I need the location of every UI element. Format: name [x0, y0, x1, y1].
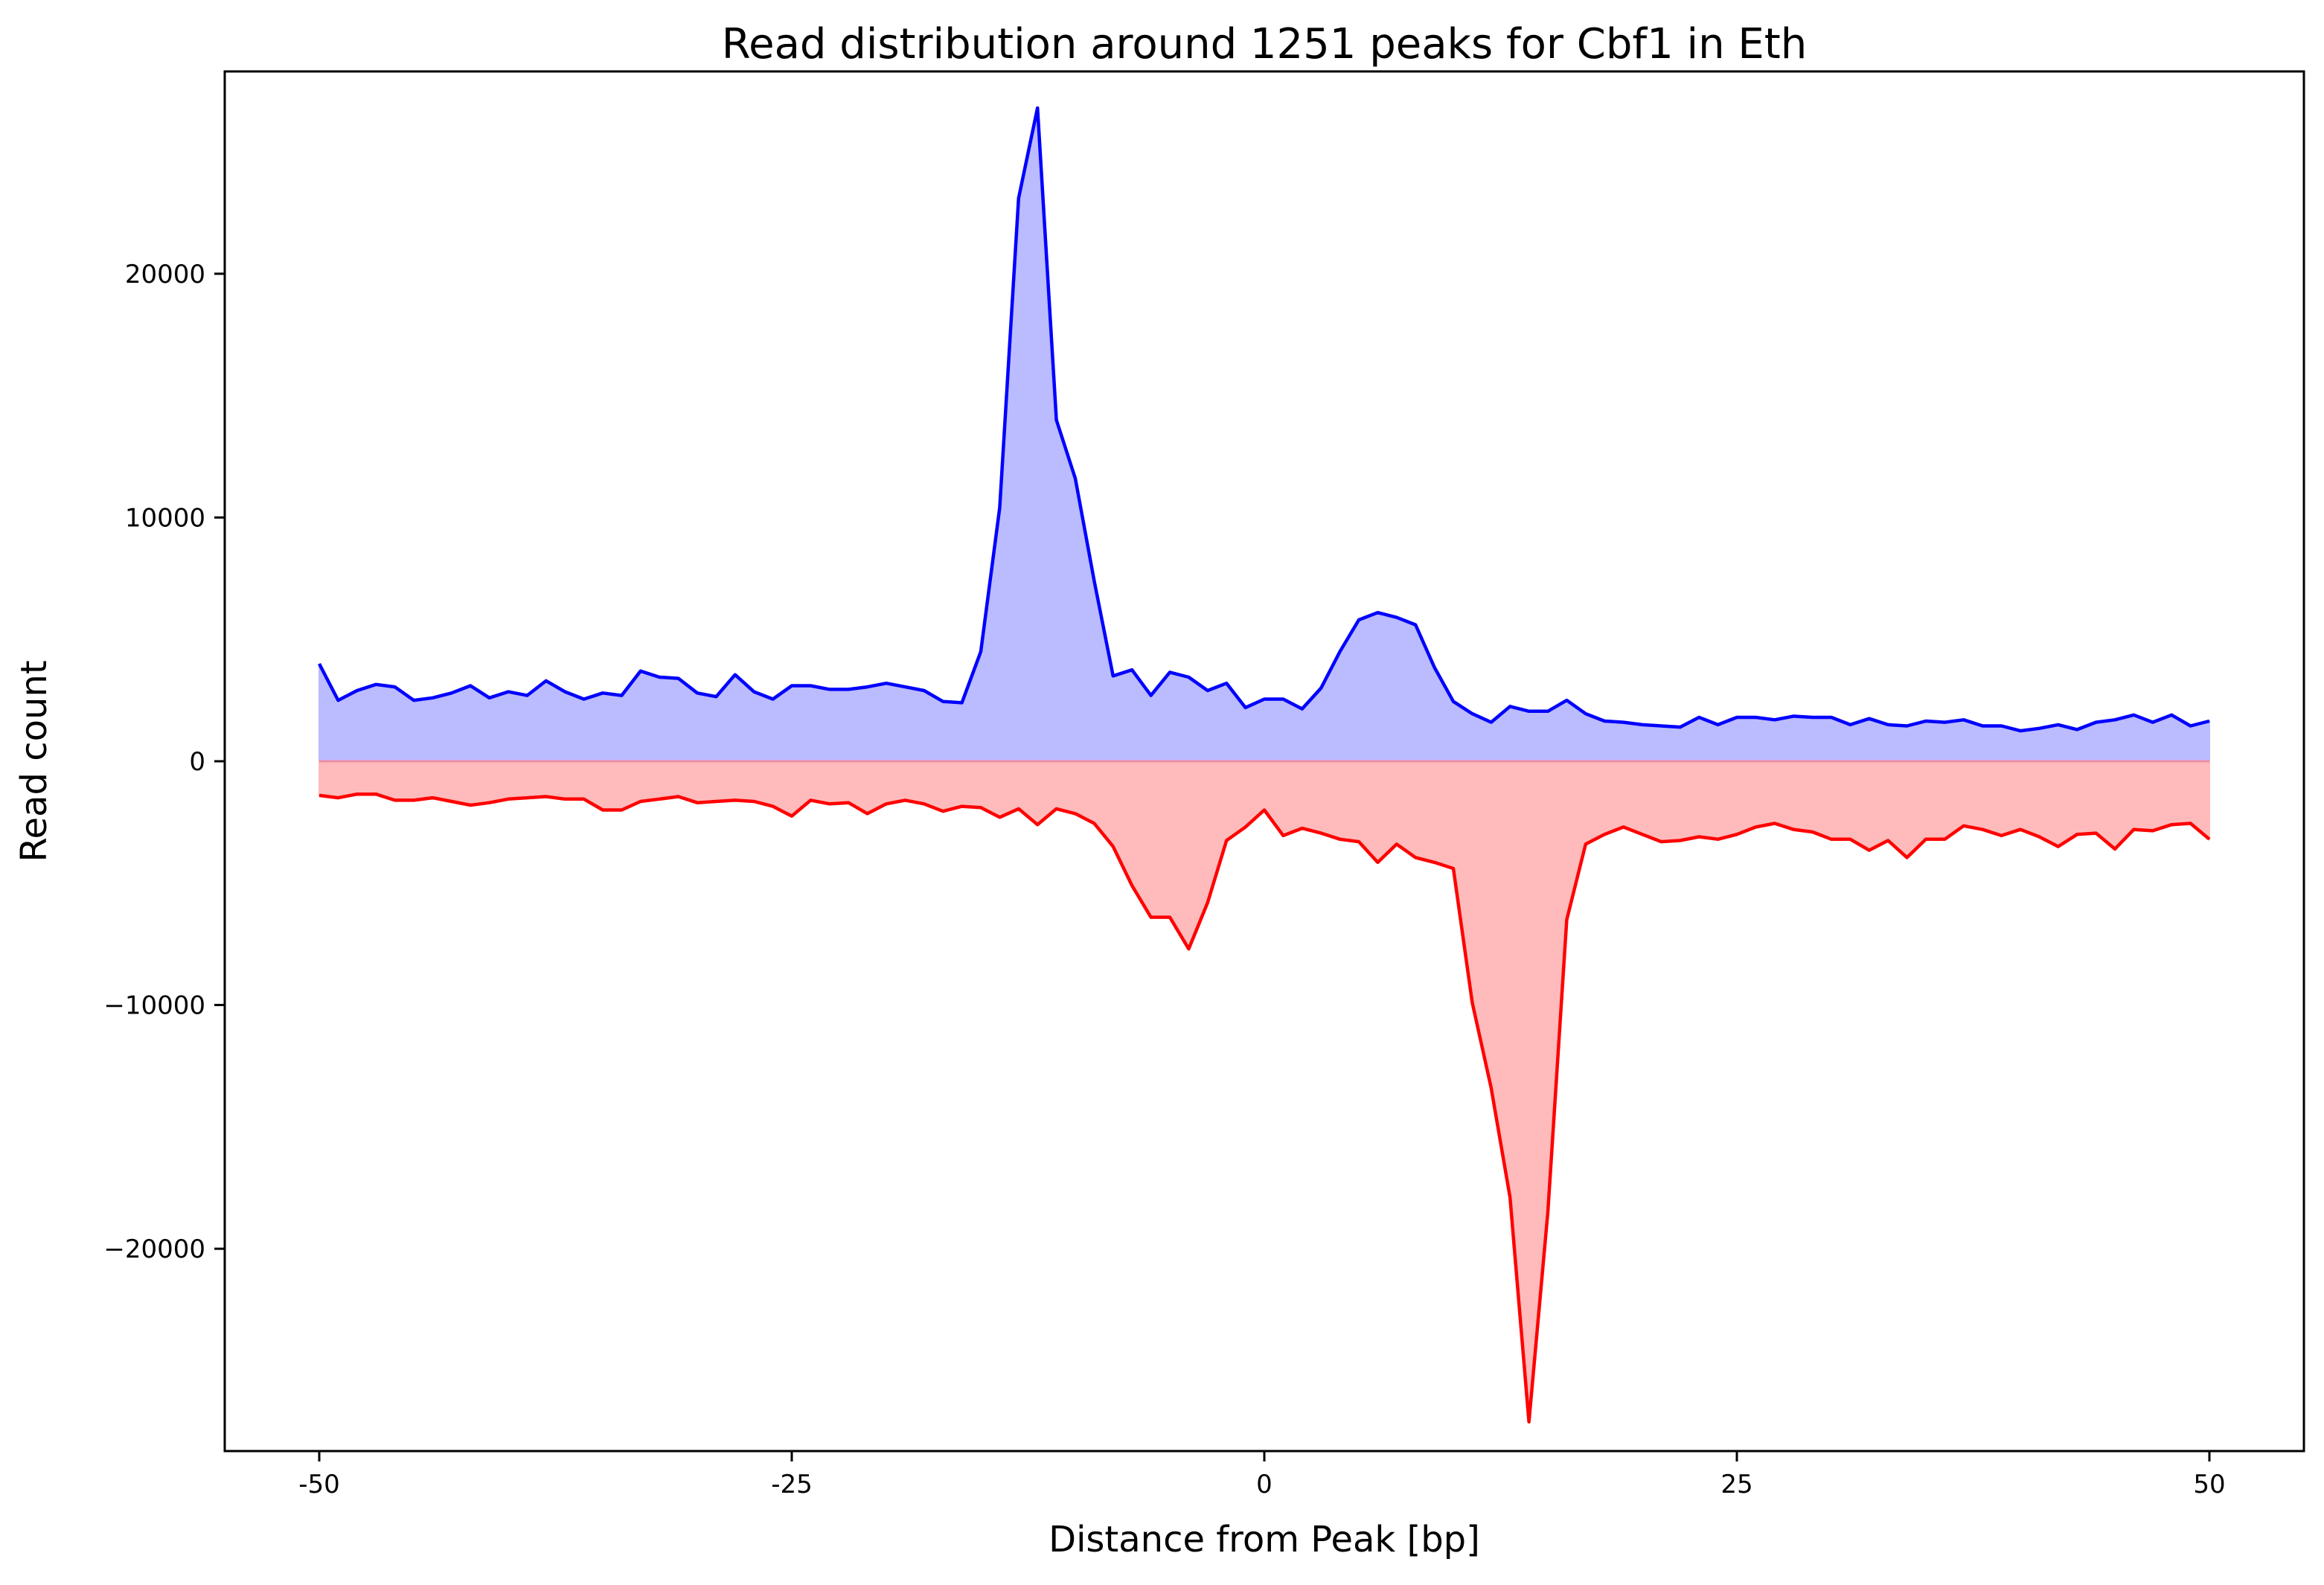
y-axis: 20000 10000 0 −10000 −20000 [103, 260, 225, 1264]
x-tick-label: 0 [1256, 1470, 1273, 1499]
y-tick-label: −20000 [103, 1235, 205, 1264]
chart-title: Read distribution around 1251 peaks for … [722, 20, 1807, 68]
y-tick-label: 0 [189, 747, 205, 777]
x-tick-label: 25 [1720, 1470, 1752, 1499]
x-axis: -50 -25 0 25 50 [298, 1451, 2226, 1499]
x-tick-label: 50 [2193, 1470, 2225, 1499]
series-2-line [318, 792, 2211, 1424]
x-axis-label: Distance from Peak [bp] [1049, 1519, 1480, 1560]
x-tick-label: -50 [298, 1470, 340, 1499]
y-tick-label: 20000 [125, 260, 205, 289]
y-tick-label: −10000 [103, 991, 205, 1021]
plot-area [318, 106, 2211, 1424]
y-axis-label: Read count [13, 660, 55, 862]
x-tick-label: -25 [771, 1470, 813, 1499]
series-1-line [318, 106, 2210, 733]
y-tick-label: 10000 [125, 503, 205, 533]
